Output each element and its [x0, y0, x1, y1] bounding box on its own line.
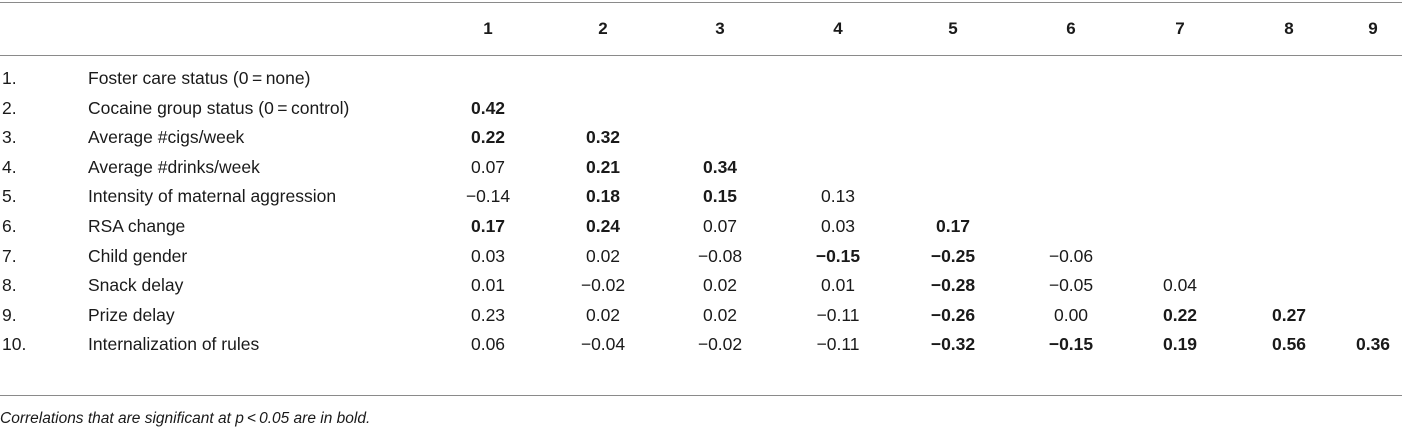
correlation-cell: 0.56: [1271, 334, 1307, 355]
correlation-cell: 0.27: [1271, 304, 1307, 325]
column-header-6: 6: [1066, 19, 1076, 38]
correlation-cell: 0.04: [1162, 275, 1198, 296]
table-row: 10. Internalization of rules 0.06 −0.04 −0.0…: [0, 329, 1402, 359]
correlation-cell: 0.19: [1162, 334, 1198, 355]
correlation-cell: 0.17: [470, 216, 506, 236]
correlation-cell: 0.02: [585, 304, 621, 325]
correlation-cell: 0.06: [470, 334, 506, 355]
correlation-cell: 0.22: [1162, 304, 1198, 325]
correlation-cell: 0.07: [470, 156, 506, 177]
correlation-cell: −0.28: [930, 275, 976, 296]
row-number: 4.: [2, 156, 17, 177]
correlation-cell: 0.07: [702, 216, 738, 236]
row-number: 1.: [2, 68, 17, 88]
row-number: 10.: [2, 334, 27, 355]
row-number: 3.: [2, 127, 17, 148]
row-number: 2.: [2, 97, 17, 118]
row-number: 9.: [2, 304, 17, 325]
table-row: 4. Average #drinks/week 0.07 0.21 0.34: [0, 152, 1402, 182]
correlation-cell: 0.42: [470, 97, 506, 118]
table-row: 7. Child gender 0.03 0.02 −0.08 −0.15 −0.25 −0.…: [0, 241, 1402, 271]
correlation-cell: 0.03: [820, 216, 856, 236]
correlation-cell: 0.02: [585, 245, 621, 266]
table-row: 9. Prize delay 0.23 0.02 0.02 −0.11 −0.26 0.00 0…: [0, 300, 1402, 330]
correlation-cell: 0.02: [702, 304, 738, 325]
table-footnote: Correlations that are significant at p <…: [0, 410, 371, 427]
row-label: Intensity of maternal aggression: [88, 186, 337, 207]
correlation-cell: −0.11: [816, 304, 860, 325]
column-header-3: 3: [715, 19, 725, 38]
correlation-cell: 0.32: [585, 127, 621, 148]
row-label: Snack delay: [88, 275, 184, 296]
correlation-cell: −0.11: [816, 334, 860, 355]
correlation-cell: −0.32: [930, 334, 976, 355]
correlation-cell: 0.18: [585, 186, 621, 207]
correlation-cell: 0.13: [820, 186, 856, 207]
correlation-cell: 0.34: [702, 156, 738, 177]
correlation-cell: −0.02: [697, 334, 743, 355]
row-label: Average #cigs/week: [88, 127, 245, 148]
table-row: 2. Cocaine group status (0 = control) 0.42: [0, 93, 1402, 123]
row-label: Cocaine group status (0 = control): [88, 97, 350, 118]
correlation-cell: −0.25: [930, 245, 976, 266]
correlation-cell: −0.04: [580, 334, 626, 355]
correlation-cell: 0.17: [935, 216, 971, 236]
correlation-cell: 0.00: [1053, 304, 1089, 325]
table-row: 5. Intensity of maternal aggression −0.14 0…: [0, 181, 1402, 211]
row-label: Foster care status (0 = none): [88, 68, 311, 88]
row-label: Child gender: [88, 245, 188, 266]
correlation-cell: 0.23: [470, 304, 506, 325]
row-number: 8.: [2, 275, 17, 296]
row-label: Prize delay: [88, 304, 175, 325]
row-number: 7.: [2, 245, 17, 266]
correlation-cell: −0.05: [1048, 275, 1094, 296]
table-row: 6. RSA change 0.17 0.24 0.07 0.03 0.17: [0, 211, 1402, 241]
correlation-cell: 0.22: [470, 127, 506, 148]
correlation-cell: 0.01: [820, 275, 856, 296]
column-header-5: 5: [948, 19, 958, 38]
correlation-cell: −0.08: [697, 245, 743, 266]
correlation-cell: 0.02: [702, 275, 738, 296]
column-header-1: 1: [483, 19, 493, 38]
correlation-cell: 0.36: [1355, 334, 1391, 355]
table-bottom-rule: [0, 395, 1402, 396]
correlation-cell: −0.26: [930, 304, 976, 325]
table-header-rule: [0, 55, 1402, 56]
row-label: RSA change: [88, 216, 186, 236]
correlation-cell: 0.24: [585, 216, 621, 236]
correlation-cell: 0.15: [702, 186, 738, 207]
column-header-4: 4: [833, 19, 843, 38]
table-row: 3. Average #cigs/week 0.22 0.32: [0, 122, 1402, 152]
column-header-7: 7: [1175, 19, 1185, 38]
correlation-cell: −0.14: [465, 186, 511, 207]
table-row: 8. Snack delay 0.01 −0.02 0.02 0.01 −0.28 −0.05…: [0, 270, 1402, 300]
column-header-8: 8: [1284, 19, 1294, 38]
correlation-cell: −0.06: [1048, 245, 1094, 266]
row-label: Internalization of rules: [88, 334, 260, 355]
correlation-cell: 0.03: [470, 245, 506, 266]
column-header-9: 9: [1368, 19, 1378, 38]
correlation-cell: −0.15: [1048, 334, 1094, 355]
row-number: 6.: [2, 216, 17, 236]
table-top-rule: [0, 2, 1402, 3]
column-header-2: 2: [598, 19, 608, 38]
table-row: 1. Foster care status (0 = none): [0, 63, 1402, 93]
correlation-cell: 0.21: [585, 156, 621, 177]
row-label: Average #drinks/week: [88, 156, 260, 177]
row-number: 5.: [2, 186, 17, 207]
correlation-cell: 0.01: [470, 275, 506, 296]
correlation-cell: −0.15: [815, 245, 861, 266]
correlation-cell: −0.02: [580, 275, 626, 296]
